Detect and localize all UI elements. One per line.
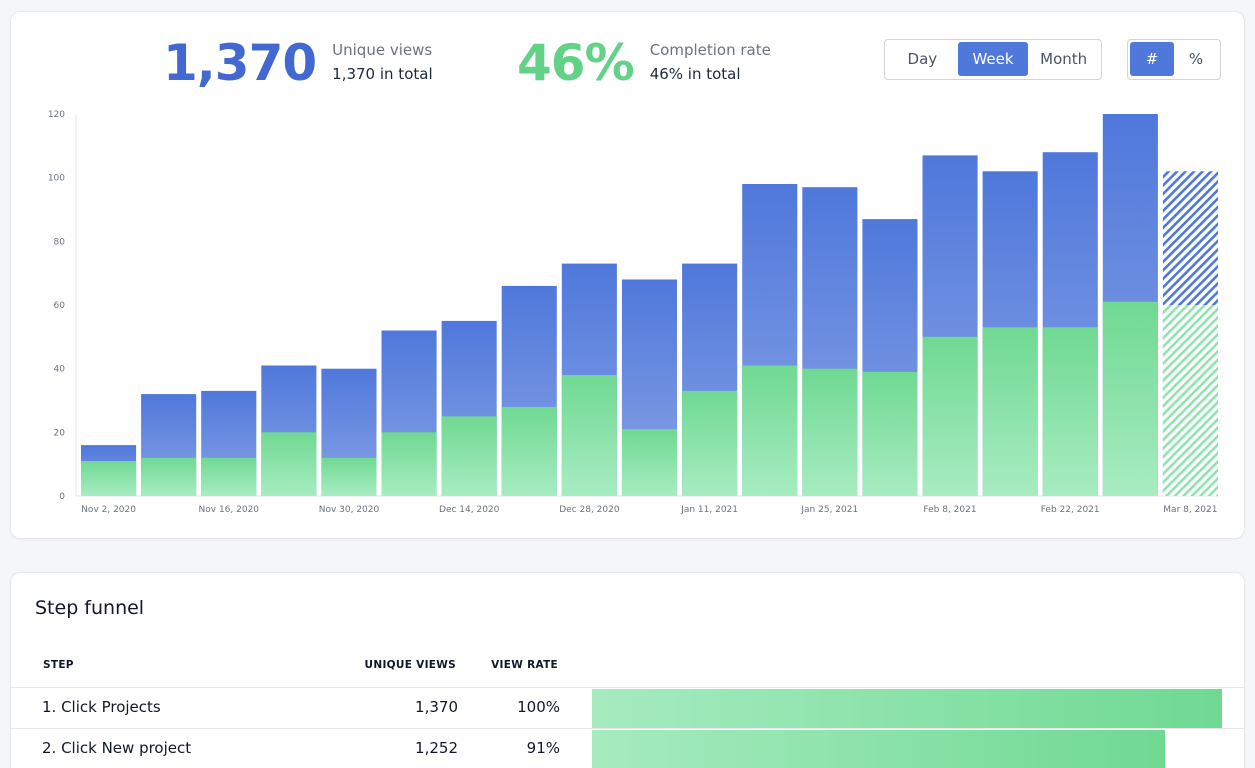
funnel-step-views: 1,370 [415,698,458,716]
unique-views-column-header[interactable]: UNIQUE VIEWS [364,659,456,671]
completions-bar[interactable] [621,429,677,496]
funnel-title: Step funnel [35,597,145,619]
x-tick-label: Dec 14, 2020 [439,505,500,515]
funnel-step-rate: 100% [517,698,560,716]
funnel-step-name: 1. Click Projects [42,698,161,716]
funnel-row[interactable]: 1. Click Projects 1,370 100% [11,687,1244,728]
completions-bar[interactable] [742,365,798,497]
completions-bar[interactable] [201,457,257,496]
unique-views-value: 1,370 [163,34,317,92]
y-tick-label: 100 [48,174,65,184]
completions-bar[interactable] [141,457,197,496]
step-funnel-card: Step funnel STEP UNIQUE VIEWS VIEW RATE … [10,572,1245,768]
completions-bar[interactable] [561,375,617,496]
completions-bar[interactable] [802,368,858,496]
completions-bar[interactable] [1042,327,1098,496]
funnel-step-bar [592,689,1222,728]
unique-views-total: 1,370 in total [332,65,433,83]
completions-bar[interactable] [261,432,317,496]
x-tick-label: Mar 8, 2021 [1163,505,1217,515]
x-tick-label: Nov 2, 2020 [81,505,136,515]
x-tick-label: Nov 16, 2020 [199,505,260,515]
completions-bar[interactable] [381,432,437,496]
y-tick-label: 60 [54,301,66,311]
completion-rate-stat: 46% Completion rate 46% in total [517,38,771,88]
completions-bar[interactable] [81,461,137,496]
x-tick-label: Jan 25, 2021 [800,505,858,515]
y-tick-label: 20 [54,428,66,438]
period-toggle: Day Week Month [884,39,1102,80]
x-tick-label: Dec 28, 2020 [559,505,620,515]
completion-rate-total: 46% in total [649,65,741,83]
completions-bar[interactable] [682,390,738,496]
period-day-button[interactable]: Day [907,50,938,68]
funnel-step-views: 1,252 [415,739,458,757]
completions-bar[interactable] [922,336,978,496]
completions-bar[interactable] [862,371,918,496]
y-tick-label: 40 [54,365,66,375]
view-rate-column-header[interactable]: VIEW RATE [491,659,558,671]
completions-bar[interactable] [321,457,377,496]
unique-views-stat: 1,370 Unique views 1,370 in total [163,38,433,88]
completion-rate-value: 46% [517,34,635,92]
period-week-button[interactable]: Week [957,42,1029,76]
unit-count-button[interactable]: # [1130,42,1174,76]
funnel-step-rate: 91% [526,739,560,757]
completions-bar[interactable] [501,406,557,496]
completions-bar[interactable] [441,416,497,496]
completions-bar[interactable] [1102,301,1158,496]
y-tick-label: 120 [48,110,65,120]
period-month-button[interactable]: Month [1040,50,1088,68]
unique-views-label: Unique views [332,41,433,59]
x-tick-label: Feb 8, 2021 [923,505,976,515]
unit-toggle: # % [1127,39,1221,80]
views-bar-chart: 0 20 40 60 80 100 120 Nov 2, 2020 Nov 16, 2020 No… [48,110,1218,515]
completions-bar[interactable] [982,327,1038,496]
x-tick-label: Feb 22, 2021 [1041,505,1100,515]
completion-rate-label: Completion rate [649,41,771,59]
x-tick-label: Jan 11, 2021 [680,505,738,515]
x-tick-label: Nov 30, 2020 [319,505,380,515]
funnel-step-name: 2. Click New project [42,739,192,757]
unit-percent-button[interactable]: % [1188,50,1204,68]
completions-bar[interactable] [1162,305,1218,496]
chart-card: 1,370 Unique views 1,370 in total 46% Co… [10,11,1245,539]
y-tick-label: 0 [59,492,65,502]
y-tick-label: 80 [54,237,66,247]
step-column-header[interactable]: STEP [43,659,74,671]
funnel-step-bar [592,730,1165,768]
funnel-row[interactable]: 2. Click New project 1,252 91% [11,728,1244,768]
